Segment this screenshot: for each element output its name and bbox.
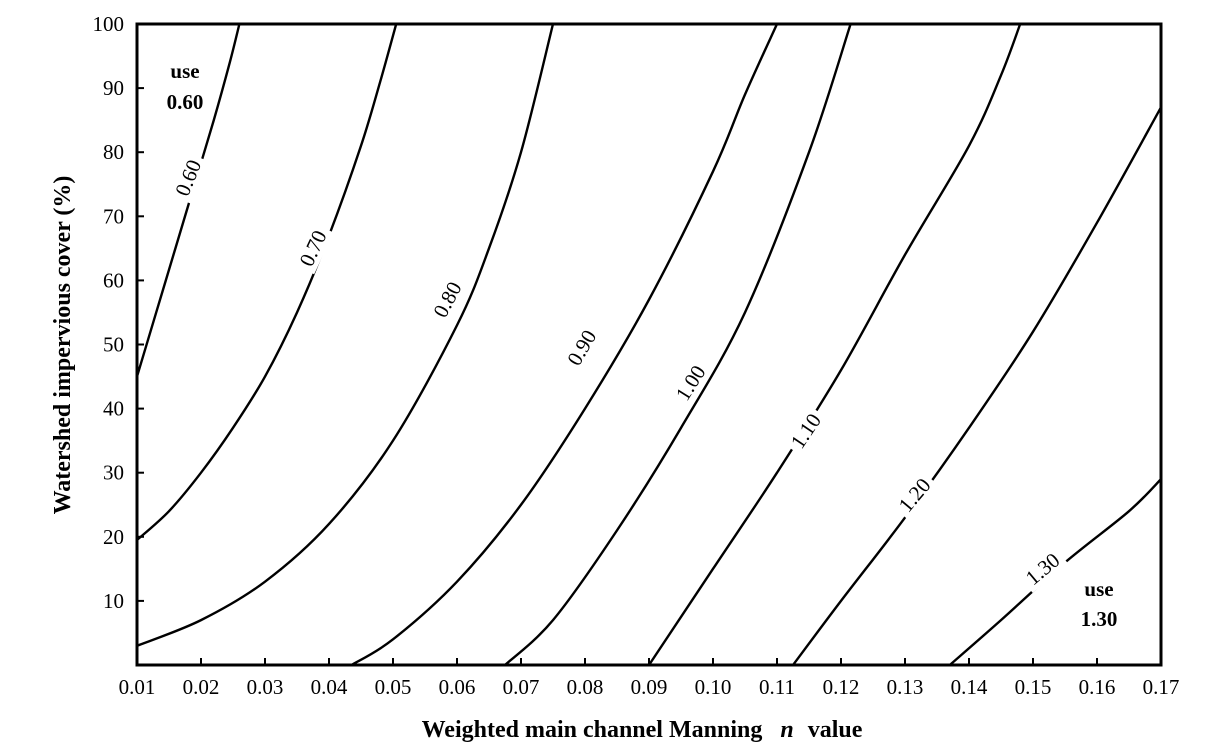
x-tick-label: 0.09 xyxy=(631,675,668,699)
x-tick-label: 0.03 xyxy=(247,675,284,699)
y-tick-label: 70 xyxy=(103,204,124,228)
y-tick-label: 60 xyxy=(103,268,124,292)
x-axis-title-tail: value xyxy=(808,717,863,743)
x-axis: 0.01 0.02 0.03 0.04 0.05 0.06 0.07 0.08 0.09 0.10… xyxy=(119,658,1180,699)
contour-label-group-0.90: 0.90 xyxy=(559,321,604,374)
contour-label-group-1.10: 1.10 xyxy=(782,405,829,457)
contour-label-gap xyxy=(168,151,208,204)
x-tick-label: 0.11 xyxy=(759,675,795,699)
x-tick-label: 0.07 xyxy=(503,675,540,699)
x-tick-label: 0.16 xyxy=(1079,675,1116,699)
x-tick-label: 0.02 xyxy=(183,675,220,699)
x-tick-label: 0.08 xyxy=(567,675,604,699)
contour-line-0.80 xyxy=(137,24,555,647)
y-tick-label: 50 xyxy=(103,333,124,357)
x-axis-title-italic: n xyxy=(780,717,793,743)
x-axis-title: Weighted main channel Manning n value xyxy=(422,717,863,743)
x-tick-label: 0.17 xyxy=(1143,675,1180,699)
contour-label-gap xyxy=(292,222,334,275)
contour-lines xyxy=(137,24,1161,665)
contour-line-1.00 xyxy=(504,24,852,665)
contour-label-gap xyxy=(890,469,939,521)
contour-label-group-0.70: 0.70 xyxy=(292,222,334,275)
x-tick-label: 0.14 xyxy=(951,675,988,699)
y-tick-label: 90 xyxy=(103,76,124,100)
contour-labels: 0.600.700.800.901.001.101.201.30 xyxy=(168,151,1068,593)
note-bottom-right-line2: 1.30 xyxy=(1081,607,1118,631)
y-tick-label: 10 xyxy=(103,589,124,613)
x-tick-label: 0.15 xyxy=(1015,675,1052,699)
note-top-left: use 0.60 xyxy=(167,59,204,114)
y-tick-label: 100 xyxy=(93,12,125,36)
x-tick-label: 0.12 xyxy=(823,675,860,699)
x-tick-label: 0.01 xyxy=(119,675,156,699)
contour-label-gap xyxy=(426,273,469,326)
contour-line-1.10 xyxy=(648,24,1022,665)
y-tick-label: 40 xyxy=(103,397,124,421)
contour-line-1.20 xyxy=(792,106,1161,665)
contour-line-0.90 xyxy=(350,24,779,665)
contour-label-group-0.80: 0.80 xyxy=(426,273,469,326)
contour-label-group-1.30: 1.30 xyxy=(1017,544,1068,593)
y-tick-label: 80 xyxy=(103,140,124,164)
plot-frame xyxy=(135,22,1163,667)
x-tick-label: 0.04 xyxy=(311,675,348,699)
contour-label-group-0.60: 0.60 xyxy=(168,151,208,204)
contour-label-gap xyxy=(668,357,713,409)
note-bottom-right: use 1.30 xyxy=(1081,577,1118,631)
y-axis: 10 20 30 40 50 60 70 80 90 100 xyxy=(93,12,144,613)
y-axis-title: Watershed impervious cover (%) xyxy=(50,176,76,515)
contour-label-gap xyxy=(1017,544,1068,593)
note-top-left-line2: 0.60 xyxy=(167,90,204,114)
x-tick-label: 0.05 xyxy=(375,675,412,699)
x-axis-title-main: Weighted main channel Manning xyxy=(422,717,763,743)
x-tick-label: 0.13 xyxy=(887,675,924,699)
x-tick-label: 0.06 xyxy=(439,675,476,699)
note-top-left-line1: use xyxy=(170,59,199,83)
contour-label-gap xyxy=(559,321,604,374)
y-tick-label: 30 xyxy=(103,461,124,485)
contour-label-gap xyxy=(782,405,829,457)
contour-line-0.70 xyxy=(137,24,398,541)
contour-label-group-1.20: 1.20 xyxy=(890,469,939,521)
y-tick-label: 20 xyxy=(103,525,124,549)
note-bottom-right-line1: use xyxy=(1084,577,1113,601)
x-tick-label: 0.10 xyxy=(695,675,732,699)
